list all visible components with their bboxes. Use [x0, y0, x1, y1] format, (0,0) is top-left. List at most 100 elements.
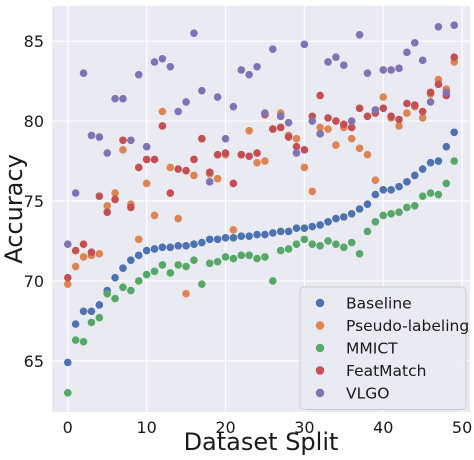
- point-vlgo: [150, 58, 159, 66]
- y-axis-title: Accuracy: [0, 154, 28, 264]
- point-pseudo-labeling: [300, 163, 309, 172]
- point-vlgo: [221, 134, 230, 143]
- point-vlgo: [253, 62, 261, 71]
- point-vlgo: [292, 149, 301, 157]
- point-vlgo: [127, 136, 135, 145]
- point-baseline: [395, 182, 403, 191]
- point-baseline: [221, 233, 230, 242]
- point-mmict: [363, 227, 372, 236]
- point-featmatch: [87, 248, 96, 256]
- y-tick-label: 80: [24, 112, 44, 131]
- point-vlgo: [205, 178, 214, 186]
- point-mmict: [198, 280, 206, 288]
- point-baseline: [127, 256, 135, 264]
- point-baseline: [355, 205, 364, 213]
- point-baseline: [166, 243, 175, 252]
- point-vlgo: [418, 56, 427, 65]
- point-vlgo: [371, 106, 380, 114]
- point-vlgo: [426, 98, 435, 106]
- point-mmict: [205, 259, 214, 268]
- point-featmatch: [79, 240, 88, 248]
- point-featmatch: [198, 134, 206, 143]
- point-featmatch: [387, 112, 395, 121]
- point-vlgo: [450, 21, 459, 29]
- point-mmict: [63, 389, 72, 397]
- point-baseline: [134, 251, 143, 260]
- point-featmatch: [347, 123, 356, 132]
- point-pseudo-labeling: [182, 289, 190, 298]
- point-mmict: [300, 235, 309, 244]
- point-pseudo-labeling: [245, 126, 253, 135]
- point-vlgo: [158, 54, 167, 63]
- point-vlgo: [87, 131, 96, 140]
- point-baseline: [308, 222, 317, 231]
- point-baseline: [261, 230, 269, 239]
- point-pseudo-labeling: [174, 214, 182, 223]
- point-baseline: [205, 235, 214, 244]
- point-vlgo: [174, 107, 182, 116]
- point-featmatch: [213, 150, 222, 159]
- point-vlgo: [324, 58, 332, 66]
- point-mmict: [158, 261, 167, 269]
- point-mmict: [261, 253, 269, 261]
- point-mmict: [111, 294, 119, 303]
- point-pseudo-labeling: [355, 144, 364, 153]
- point-featmatch: [229, 179, 238, 188]
- point-featmatch: [355, 104, 364, 113]
- point-mmict: [142, 270, 151, 279]
- point-pseudo-labeling: [253, 158, 261, 167]
- x-tick-label: 50: [452, 418, 472, 437]
- point-pseudo-labeling: [363, 150, 372, 159]
- point-vlgo: [395, 64, 403, 73]
- point-baseline: [198, 238, 206, 247]
- point-pseudo-labeling: [418, 114, 427, 122]
- point-featmatch: [434, 80, 443, 89]
- point-pseudo-labeling: [63, 280, 72, 288]
- legend-label: Pseudo-labeling: [346, 317, 469, 335]
- y-tick-label: 85: [24, 32, 44, 51]
- point-mmict: [403, 203, 411, 212]
- point-vlgo: [198, 86, 206, 95]
- point-pseudo-labeling: [395, 122, 403, 130]
- point-mmict: [269, 277, 277, 285]
- point-vlgo: [387, 66, 395, 74]
- point-vlgo: [434, 22, 443, 31]
- y-tick-label: 75: [24, 192, 44, 211]
- point-vlgo: [142, 142, 151, 151]
- point-pseudo-labeling: [134, 235, 143, 244]
- point-vlgo: [245, 70, 253, 79]
- point-mmict: [316, 241, 324, 250]
- point-vlgo: [63, 240, 72, 248]
- point-mmict: [371, 217, 380, 226]
- point-featmatch: [410, 101, 419, 109]
- point-featmatch: [71, 246, 80, 255]
- x-tick-label: 10: [136, 418, 156, 437]
- point-baseline: [245, 232, 253, 240]
- point-mmict: [426, 189, 435, 197]
- point-featmatch: [316, 91, 324, 100]
- point-mmict: [150, 267, 159, 276]
- point-baseline: [387, 186, 395, 194]
- x-tick-label: 0: [63, 418, 73, 437]
- point-baseline: [119, 264, 127, 272]
- legend-marker: [315, 388, 325, 398]
- point-vlgo: [213, 93, 222, 101]
- legend-marker: [315, 298, 325, 308]
- point-baseline: [190, 240, 198, 248]
- point-featmatch: [95, 192, 104, 201]
- point-featmatch: [166, 189, 175, 197]
- point-baseline: [284, 227, 293, 236]
- point-featmatch: [363, 112, 372, 121]
- point-pseudo-labeling: [166, 163, 175, 172]
- point-vlgo: [261, 109, 269, 117]
- point-baseline: [174, 241, 182, 250]
- point-baseline: [292, 224, 301, 232]
- point-vlgo: [410, 38, 419, 47]
- legend-label: VLGO: [346, 385, 389, 403]
- y-tick-label: 70: [24, 272, 44, 291]
- point-baseline: [371, 190, 380, 199]
- point-mmict: [442, 179, 451, 188]
- point-featmatch: [284, 133, 293, 141]
- point-baseline: [142, 246, 151, 255]
